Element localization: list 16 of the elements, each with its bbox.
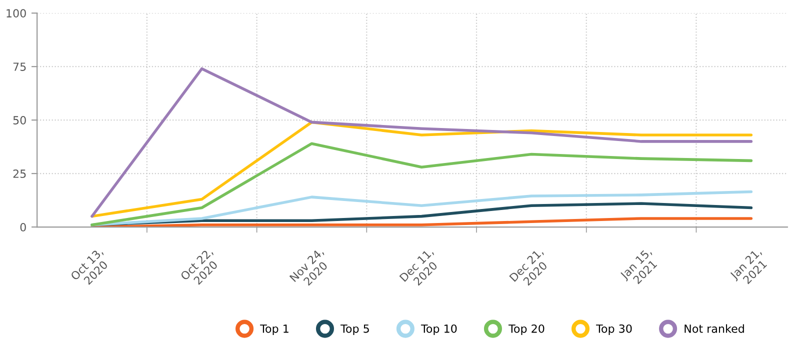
y-tick-label: 100 bbox=[6, 9, 26, 18]
line-series bbox=[90, 190, 753, 226]
legend-label: Top 10 bbox=[420, 324, 457, 335]
line-series bbox=[90, 120, 753, 218]
legend-label: Top 30 bbox=[596, 324, 632, 335]
legend-label: Top 20 bbox=[508, 324, 544, 335]
legend-label: Top 5 bbox=[340, 324, 369, 335]
y-tick-label: 75 bbox=[13, 62, 26, 71]
y-tick-label: 50 bbox=[13, 116, 26, 124]
y-tick-label: 25 bbox=[13, 170, 26, 178]
line-series bbox=[90, 217, 753, 228]
legend-label: Not ranked bbox=[684, 324, 744, 333]
line-series bbox=[90, 142, 753, 226]
line-series bbox=[90, 67, 753, 218]
legend-label: Top 1 bbox=[260, 324, 288, 335]
y-tick-label: 0 bbox=[20, 222, 26, 232]
